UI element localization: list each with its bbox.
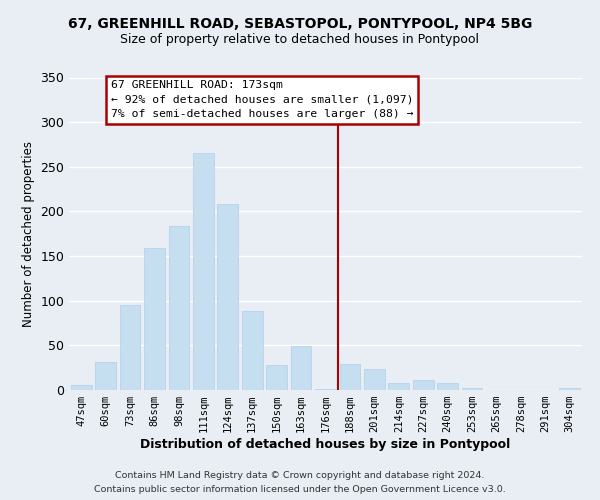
Bar: [266, 365, 287, 390]
Bar: [461, 388, 482, 390]
Text: Contains public sector information licensed under the Open Government Licence v3: Contains public sector information licen…: [94, 484, 506, 494]
Bar: [71, 384, 92, 390]
Bar: [559, 388, 580, 390]
Text: 67 GREENHILL ROAD: 173sqm
← 92% of detached houses are smaller (1,097)
7% of sem: 67 GREENHILL ROAD: 173sqm ← 92% of detac…: [110, 80, 413, 119]
Bar: [437, 383, 458, 390]
Bar: [217, 204, 238, 390]
Y-axis label: Number of detached properties: Number of detached properties: [22, 141, 35, 327]
Bar: [290, 346, 311, 390]
Text: Size of property relative to detached houses in Pontypool: Size of property relative to detached ho…: [121, 32, 479, 46]
Bar: [144, 248, 165, 390]
X-axis label: Distribution of detached houses by size in Pontypool: Distribution of detached houses by size …: [140, 438, 511, 451]
Bar: [119, 305, 140, 390]
Bar: [340, 364, 361, 390]
Bar: [242, 310, 263, 390]
Bar: [95, 362, 116, 390]
Text: 67, GREENHILL ROAD, SEBASTOPOL, PONTYPOOL, NP4 5BG: 67, GREENHILL ROAD, SEBASTOPOL, PONTYPOO…: [68, 18, 532, 32]
Bar: [388, 383, 409, 390]
Bar: [315, 389, 336, 390]
Text: Contains HM Land Registry data © Crown copyright and database right 2024.: Contains HM Land Registry data © Crown c…: [115, 472, 485, 480]
Bar: [413, 380, 434, 390]
Bar: [169, 226, 190, 390]
Bar: [193, 154, 214, 390]
Bar: [364, 370, 385, 390]
